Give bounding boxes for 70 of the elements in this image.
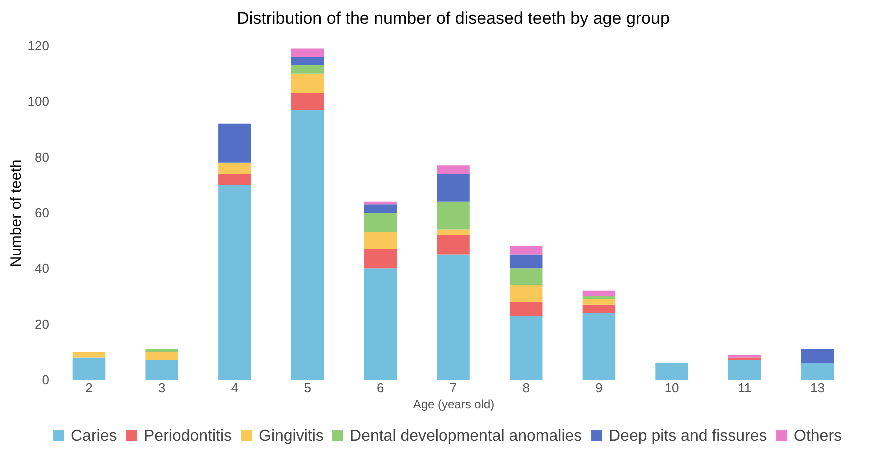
legend-label: Periodontitis: [144, 428, 232, 445]
bar: [218, 124, 252, 163]
legend-label: Caries: [71, 428, 118, 445]
x-tick-label: 4: [231, 380, 239, 396]
bar: [364, 213, 398, 232]
x-tick-label: 3: [158, 380, 166, 396]
bar: [582, 299, 616, 305]
legend-label: Others: [794, 428, 842, 445]
bar: [218, 174, 252, 186]
bar: [146, 360, 178, 380]
bar: [364, 232, 398, 250]
bar: [510, 316, 543, 380]
bar: [728, 358, 762, 361]
bar: [582, 313, 616, 380]
bar: [437, 254, 470, 380]
bar: [218, 162, 252, 174]
y-tick-label: 0: [42, 372, 50, 388]
bar: [510, 302, 543, 316]
bar: [364, 268, 398, 380]
bar: [437, 230, 470, 236]
bar: [728, 360, 762, 380]
x-tick-label: 5: [304, 380, 312, 396]
bar: [510, 268, 543, 286]
bar: [801, 363, 834, 380]
chart-title: Distribution of the number of diseased teeth by age group: [237, 9, 670, 28]
y-tick-label: 80: [35, 150, 50, 165]
bar: [218, 185, 252, 380]
y-tick-label: 120: [28, 38, 50, 54]
y-tick-label: 60: [35, 206, 50, 220]
y-tick-label: 20: [35, 316, 50, 332]
legend-label: Dental developmental anomalies: [350, 428, 582, 445]
y-tick-label: 100: [28, 94, 50, 110]
bar: [510, 246, 543, 255]
x-tick-label: 7: [450, 380, 458, 396]
bar: [437, 174, 470, 202]
bar: [656, 363, 688, 380]
x-axis-title: Age (years old): [413, 398, 495, 412]
x-tick-label: 8: [522, 380, 530, 396]
y-axis-title: Number of teeth: [8, 160, 25, 268]
bar: [437, 166, 470, 174]
x-tick-label: 2: [86, 380, 93, 396]
bar: [291, 57, 324, 66]
bar: [437, 202, 470, 230]
bar: [291, 93, 324, 110]
bar: [291, 65, 324, 74]
bar: [146, 352, 178, 361]
bar: [146, 349, 178, 352]
x-tick-label: 11: [738, 380, 752, 396]
bar: [72, 358, 106, 380]
bar: [291, 48, 324, 58]
x-tick-label: 6: [377, 380, 384, 396]
legend-label: Deep pits and fissures: [609, 428, 768, 445]
bar: [364, 204, 398, 213]
bar: [72, 352, 106, 358]
bar: [437, 235, 470, 255]
x-tick-label: 10: [664, 380, 680, 396]
y-tick-label: 40: [35, 261, 50, 276]
bar: [582, 304, 616, 314]
bar: [291, 74, 324, 94]
bar: [582, 290, 616, 296]
bar: [291, 110, 324, 380]
bar: [364, 249, 398, 269]
x-tick-label: 13: [810, 380, 825, 396]
bar: [510, 254, 543, 269]
bar: [510, 285, 543, 302]
bar: [801, 349, 834, 364]
bar: [582, 296, 616, 300]
legend-label: Gingivitis: [259, 428, 324, 445]
bar: [728, 354, 762, 358]
x-tick-label: 9: [596, 380, 603, 396]
